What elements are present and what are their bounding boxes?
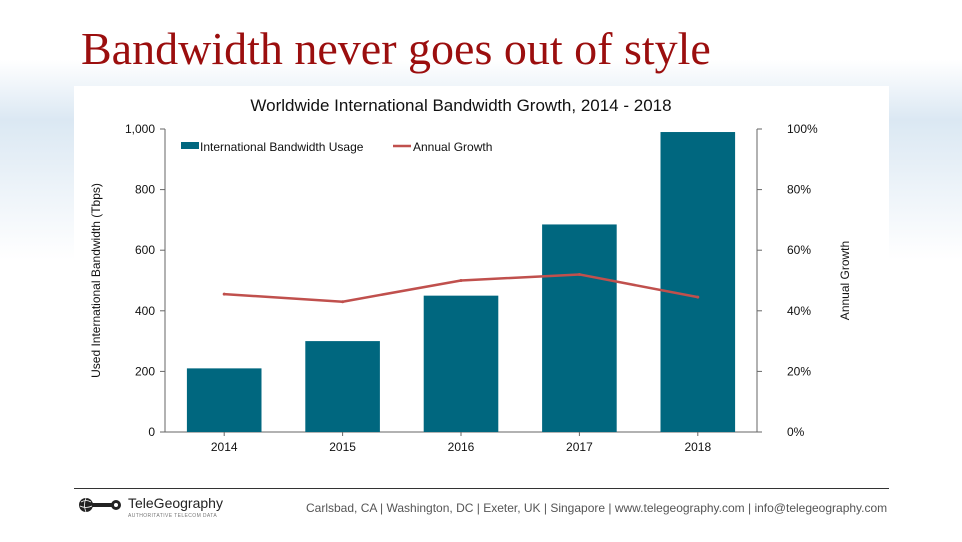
y2-tick-label: 0%: [787, 425, 805, 439]
y2-tick-label: 60%: [787, 243, 811, 257]
growth-point-2016: [459, 279, 463, 282]
y2-tick-label: 20%: [787, 364, 811, 378]
bar-2018: [660, 132, 736, 432]
y2-tick-label: 40%: [787, 304, 811, 318]
legend-line-label: Annual Growth: [413, 140, 492, 154]
y-axis-title: Used International Bandwidth (Tbps): [89, 183, 103, 378]
growth-point-2018: [696, 295, 700, 299]
y-tick-label: 800: [135, 183, 155, 197]
logo-tagline: AUTHORITATIVE TELECOM DATA: [128, 513, 218, 519]
growth-point-2015: [341, 300, 345, 304]
globe-cable-icon: [79, 497, 121, 513]
legend-bar-label: International Bandwidth Usage: [200, 140, 364, 154]
bar-2014: [186, 368, 262, 432]
bar-2015: [305, 341, 380, 432]
slide-title: Bandwidth never goes out of style: [81, 23, 711, 74]
growth-point-2017: [577, 272, 581, 276]
y2-tick-label: 100%: [787, 122, 818, 136]
y-tick-label: 0: [148, 425, 155, 439]
footer-contacts: Carlsbad, CA | Washington, DC | Exeter, …: [306, 501, 888, 515]
legend-bar-swatch: [181, 142, 199, 149]
growth-point-2014: [222, 292, 226, 296]
x-tick-label: 2018: [684, 440, 711, 454]
y-tick-label: 1,000: [125, 122, 155, 136]
bandwidth-chart: Worldwide International Bandwidth Growth…: [89, 96, 852, 454]
y-tick-label: 400: [135, 304, 155, 318]
x-tick-label: 2016: [448, 440, 475, 454]
bar-2016: [423, 295, 499, 432]
x-tick-label: 2015: [329, 440, 356, 454]
y-tick-label: 600: [135, 243, 155, 257]
x-tick-label: 2017: [566, 440, 593, 454]
telegeography-logo[interactable]: TeleGeography AUTHORITATIVE TELECOM DATA: [78, 494, 238, 524]
logo-name: TeleGeography: [128, 495, 223, 511]
chart-title: Worldwide International Bandwidth Growth…: [250, 96, 671, 115]
chart-card: Worldwide International Bandwidth Growth…: [74, 86, 889, 458]
bar-2017: [542, 224, 617, 432]
y-tick-label: 200: [135, 364, 155, 378]
y2-axis-title: Annual Growth: [838, 241, 852, 320]
y2-tick-label: 80%: [787, 183, 811, 197]
x-tick-label: 2014: [211, 440, 238, 454]
footer-divider: [74, 488, 889, 489]
